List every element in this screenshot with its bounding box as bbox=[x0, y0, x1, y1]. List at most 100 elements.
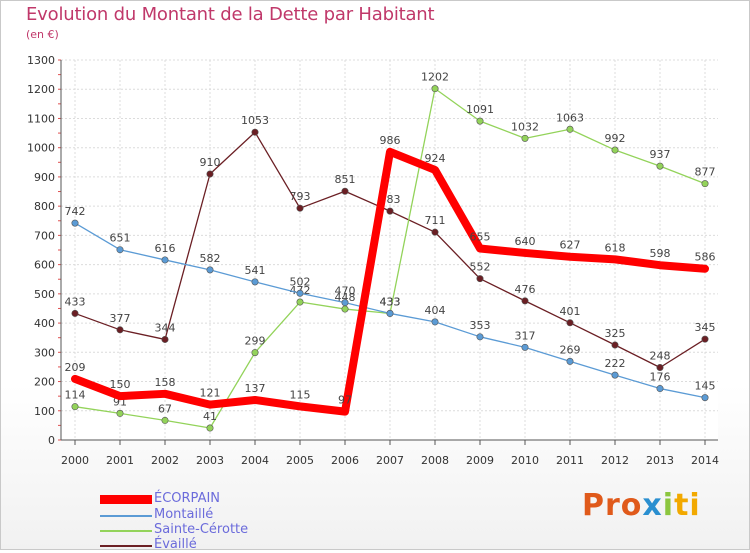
point-evaille-2014 bbox=[701, 335, 709, 343]
point-sainte-cerotte-2013 bbox=[656, 162, 664, 170]
point-evaille-2012 bbox=[611, 341, 619, 349]
y-tick-label-1000: 1000 bbox=[27, 142, 55, 155]
x-tick-label-2011: 2011 bbox=[556, 454, 584, 467]
legend-label-montaille: Montaillé bbox=[154, 507, 214, 522]
point-evaille-2006 bbox=[341, 187, 349, 195]
point-evaille-2000 bbox=[71, 309, 79, 317]
data-label-montaille-2012: 222 bbox=[605, 357, 626, 370]
point-montaille-2010 bbox=[521, 343, 529, 351]
data-label-montaille-2001: 651 bbox=[110, 232, 131, 245]
point-montaille-2014 bbox=[701, 394, 709, 402]
data-label-ecorpain-2007: 986 bbox=[380, 134, 401, 147]
data-label-sainte-cerotte-2011: 1063 bbox=[556, 111, 584, 124]
data-label-evaille-2011: 401 bbox=[560, 305, 581, 318]
data-label-sainte-cerotte-2003: 41 bbox=[203, 410, 217, 423]
point-montaille-2007 bbox=[386, 309, 394, 317]
point-sainte-cerotte-2008 bbox=[431, 85, 439, 93]
point-montaille-2012 bbox=[611, 371, 619, 379]
point-montaille-2009 bbox=[476, 333, 484, 341]
series-line-ecorpain bbox=[71, 147, 709, 416]
y-tick-label-1200: 1200 bbox=[27, 83, 55, 96]
point-evaille-2001 bbox=[116, 326, 124, 334]
point-sainte-cerotte-2002 bbox=[161, 416, 169, 424]
y-tick-label-1300: 1300 bbox=[27, 54, 55, 67]
y-tick-label-1100: 1100 bbox=[27, 112, 55, 125]
data-label-montaille-2006: 470 bbox=[335, 285, 356, 298]
y-tick-label-0: 0 bbox=[48, 434, 55, 447]
x-tick-label-2014: 2014 bbox=[691, 454, 719, 467]
x-tick-label-2012: 2012 bbox=[601, 454, 629, 467]
data-label-evaille-2010: 476 bbox=[515, 283, 536, 296]
y-tick-label-900: 900 bbox=[34, 171, 55, 184]
data-label-ecorpain-2005: 115 bbox=[290, 388, 311, 401]
data-label-ecorpain-2008: 924 bbox=[425, 152, 446, 165]
data-label-evaille-2012: 325 bbox=[605, 327, 626, 340]
x-tick-label-2001: 2001 bbox=[106, 454, 134, 467]
point-montaille-2005 bbox=[296, 289, 304, 297]
data-label-evaille-2008: 711 bbox=[425, 214, 446, 227]
y-tick-label-300: 300 bbox=[34, 346, 55, 359]
point-sainte-cerotte-2011 bbox=[566, 125, 574, 133]
legend-label-ecorpain: ÉCORPAIN bbox=[154, 491, 221, 506]
y-tick-label-400: 400 bbox=[34, 317, 55, 330]
data-label-montaille-2003: 582 bbox=[200, 252, 221, 265]
point-montaille-2000 bbox=[71, 219, 79, 227]
legend-swatch-montaille bbox=[100, 515, 152, 517]
data-label-ecorpain-2004: 137 bbox=[245, 382, 266, 395]
point-montaille-2002 bbox=[161, 256, 169, 264]
data-label-sainte-cerotte-2008: 1202 bbox=[421, 71, 449, 84]
x-tick-label-2009: 2009 bbox=[466, 454, 494, 467]
y-tick-label-200: 200 bbox=[34, 376, 55, 389]
y-tick-label-600: 600 bbox=[34, 259, 55, 272]
data-label-montaille-2008: 404 bbox=[425, 304, 446, 317]
data-label-evaille-2003: 910 bbox=[200, 156, 221, 169]
x-tick-label-2005: 2005 bbox=[286, 454, 314, 467]
data-label-evaille-2005: 793 bbox=[290, 190, 311, 203]
point-montaille-2006 bbox=[341, 299, 349, 307]
x-tick-label-2013: 2013 bbox=[646, 454, 674, 467]
data-label-sainte-cerotte-2000: 114 bbox=[65, 389, 86, 402]
point-montaille-2011 bbox=[566, 357, 574, 365]
data-label-ecorpain-2013: 598 bbox=[650, 247, 671, 260]
data-label-evaille-2014: 345 bbox=[695, 321, 716, 334]
y-tick-label-800: 800 bbox=[34, 200, 55, 213]
point-montaille-2003 bbox=[206, 266, 214, 274]
data-label-evaille-2001: 377 bbox=[110, 312, 131, 325]
point-evaille-2009 bbox=[476, 275, 484, 283]
point-sainte-cerotte-2010 bbox=[521, 134, 529, 142]
legend-label-sainte-cerotte: Sainte-Cérotte bbox=[154, 522, 249, 537]
point-evaille-2007 bbox=[386, 207, 394, 215]
x-tick-label-2007: 2007 bbox=[376, 454, 404, 467]
point-montaille-2001 bbox=[116, 246, 124, 254]
data-label-evaille-2004: 1053 bbox=[241, 114, 269, 127]
data-label-evaille-2000: 433 bbox=[65, 295, 86, 308]
point-evaille-2008 bbox=[431, 228, 439, 236]
data-label-sainte-cerotte-2009: 1091 bbox=[466, 103, 494, 116]
data-label-montaille-2000: 742 bbox=[65, 205, 86, 218]
point-sainte-cerotte-2001 bbox=[116, 409, 124, 417]
data-label-montaille-2014: 145 bbox=[695, 380, 716, 393]
point-sainte-cerotte-2006 bbox=[341, 305, 349, 313]
data-label-ecorpain-2010: 640 bbox=[515, 235, 536, 248]
point-montaille-2004 bbox=[251, 278, 259, 286]
data-label-sainte-cerotte-2002: 67 bbox=[158, 402, 172, 415]
point-evaille-2003 bbox=[206, 170, 214, 178]
data-label-sainte-cerotte-2014: 877 bbox=[695, 166, 716, 179]
x-tick-label-2004: 2004 bbox=[241, 454, 269, 467]
legend-swatch-ecorpain bbox=[100, 495, 152, 504]
logo-part-1: Pro bbox=[582, 488, 643, 523]
data-label-montaille-2009: 353 bbox=[470, 319, 491, 332]
data-label-ecorpain-2000: 209 bbox=[65, 361, 86, 374]
data-label-montaille-2005: 502 bbox=[290, 275, 311, 288]
data-label-sainte-cerotte-2012: 992 bbox=[605, 132, 626, 145]
point-sainte-cerotte-2014 bbox=[701, 180, 709, 188]
data-label-montaille-2004: 541 bbox=[245, 264, 266, 277]
x-tick-label-2006: 2006 bbox=[331, 454, 359, 467]
chart-subtitle: (en €) bbox=[26, 28, 59, 41]
data-label-ecorpain-2002: 158 bbox=[155, 376, 176, 389]
point-evaille-2013 bbox=[656, 364, 664, 372]
data-label-montaille-2007: 433 bbox=[380, 295, 401, 308]
proxiti-logo: Proxiti bbox=[582, 488, 701, 523]
chart-title: Evolution du Montant de la Dette par Hab… bbox=[26, 4, 435, 25]
